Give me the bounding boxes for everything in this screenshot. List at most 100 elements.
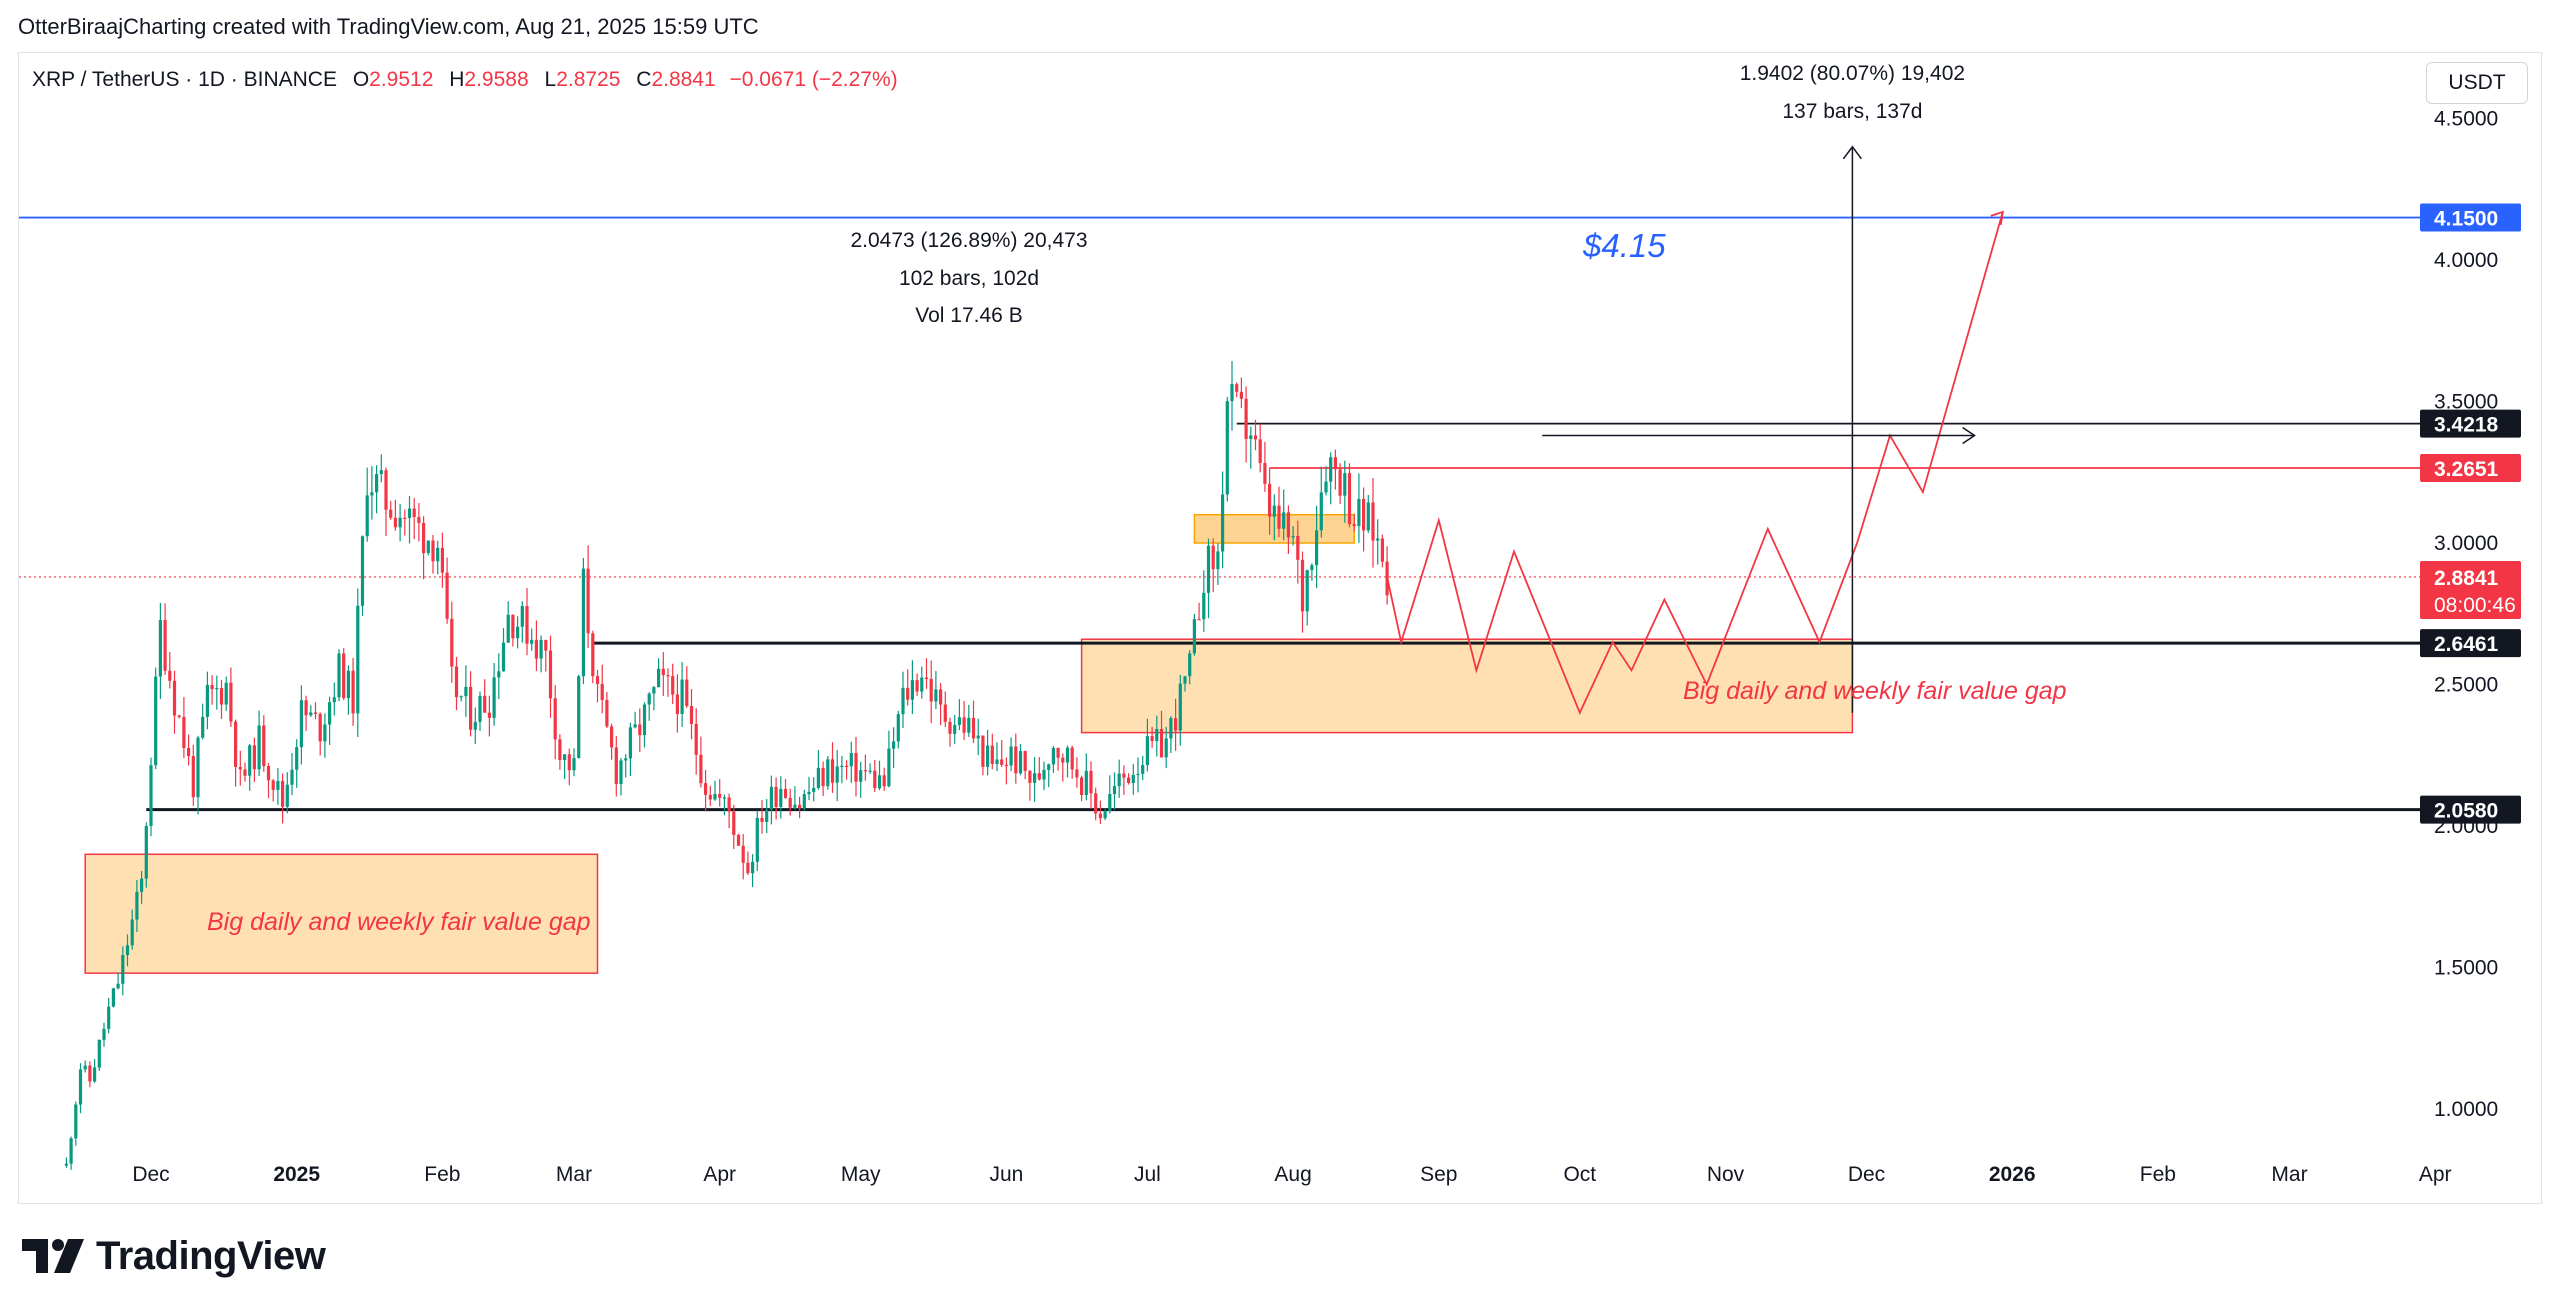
candle-body xyxy=(967,717,971,733)
candle-body xyxy=(276,780,280,790)
candle-body xyxy=(567,754,571,771)
candle-body xyxy=(835,766,839,783)
candle-body xyxy=(501,642,506,672)
candle-body xyxy=(680,679,684,715)
candle-body xyxy=(859,770,863,782)
candle-body xyxy=(1037,773,1041,780)
candle-body xyxy=(215,688,219,690)
x-tick-label: Feb xyxy=(424,1163,460,1186)
candle-body xyxy=(1108,794,1112,812)
candle-body xyxy=(976,735,980,739)
candle-body xyxy=(478,695,482,722)
candle-body xyxy=(219,688,224,705)
candle-body xyxy=(642,704,647,736)
candle-body xyxy=(1249,435,1253,439)
candle-body xyxy=(130,919,134,946)
candle-body xyxy=(863,770,867,772)
candle-body xyxy=(751,861,755,874)
tradingview-logo-icon xyxy=(22,1239,84,1273)
candle-body xyxy=(652,687,656,694)
symbol-name[interactable]: XRP / TetherUS · 1D · BINANCE xyxy=(32,68,337,91)
candle-body xyxy=(454,666,459,698)
candle-body xyxy=(1371,502,1375,541)
price-badge xyxy=(2420,629,2521,658)
candle-body xyxy=(689,705,694,724)
horizontal-measure-head xyxy=(1962,426,1976,445)
candle-body xyxy=(685,679,689,706)
candle-body xyxy=(492,677,496,718)
candle-body xyxy=(826,759,830,787)
candle-body xyxy=(1268,483,1272,517)
candle-body xyxy=(1174,718,1178,731)
candle-body xyxy=(459,696,463,698)
low-label: L xyxy=(544,68,557,91)
close-value: 2.8841 xyxy=(651,68,716,91)
candle-body xyxy=(107,1006,111,1029)
x-tick-label: Nov xyxy=(1707,1163,1745,1186)
candle-body xyxy=(962,717,966,733)
candle-body xyxy=(675,694,679,715)
candle-body xyxy=(929,678,933,702)
x-tick-label: Jun xyxy=(989,1163,1023,1186)
candle-body xyxy=(539,639,543,659)
candle-body xyxy=(736,834,741,846)
candle-body xyxy=(755,817,759,862)
candle-body xyxy=(1319,492,1323,531)
candle-body xyxy=(882,775,886,787)
candle-body xyxy=(1094,793,1098,814)
current-price-badge xyxy=(2420,560,2521,619)
y-tick-label: 2.5000 xyxy=(2434,674,2498,697)
candle-body xyxy=(426,540,430,554)
candle-body xyxy=(1033,773,1037,783)
x-tick-label: Apr xyxy=(703,1163,736,1186)
x-tick-label: Apr xyxy=(2419,1163,2452,1186)
candle-body xyxy=(765,809,769,822)
candle-body xyxy=(741,845,745,863)
candle-body xyxy=(544,639,548,651)
candle-body xyxy=(1084,770,1088,795)
candle-body xyxy=(356,605,360,714)
candle-body xyxy=(210,684,214,690)
candle-body xyxy=(328,702,332,725)
candle-body xyxy=(271,780,275,790)
candle-body xyxy=(971,717,976,739)
candle-body xyxy=(487,712,491,718)
candle-body xyxy=(281,780,285,807)
candle-body xyxy=(1122,773,1126,778)
candle-body xyxy=(229,682,233,722)
candle-body xyxy=(1112,786,1117,795)
candle-body xyxy=(534,639,538,659)
candle-body xyxy=(93,1067,97,1082)
candle-body xyxy=(1239,391,1243,399)
y-tick-label: 3.0000 xyxy=(2434,532,2498,555)
projection-path xyxy=(1386,211,2004,716)
candle-body xyxy=(896,714,900,742)
candle-body xyxy=(88,1065,92,1082)
x-tick-label: Feb xyxy=(2140,1163,2176,1186)
candle-body xyxy=(196,737,200,798)
candle-body xyxy=(591,633,595,677)
candle-body xyxy=(699,754,703,784)
candle-body xyxy=(600,683,604,700)
tradingview-logo[interactable]: TradingView xyxy=(22,1232,326,1280)
candle-body xyxy=(1324,481,1328,493)
candle-body xyxy=(1225,401,1229,495)
candle-body xyxy=(375,474,379,493)
candle-body xyxy=(906,687,910,700)
candle-body xyxy=(1014,746,1018,774)
close-label: C xyxy=(636,68,652,91)
candle-body xyxy=(1047,764,1051,770)
candle-body xyxy=(619,760,623,785)
candle-body xyxy=(877,775,882,789)
candle-body xyxy=(224,682,228,705)
candle-body xyxy=(154,676,158,766)
candle-body xyxy=(845,765,849,767)
x-tick-label: Jul xyxy=(1134,1163,1161,1186)
candle-body xyxy=(548,650,553,699)
candle-body xyxy=(558,739,562,761)
candle-body xyxy=(802,794,806,809)
currency-button[interactable]: USDT xyxy=(2426,62,2528,104)
candle-body xyxy=(516,626,520,639)
candle-body xyxy=(666,675,670,677)
